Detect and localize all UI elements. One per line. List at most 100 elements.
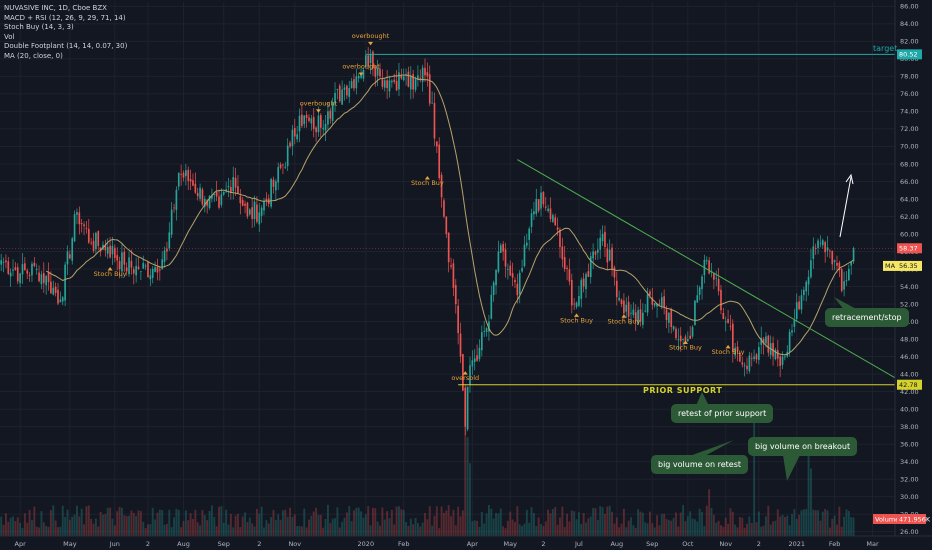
time-axis[interactable]: Apr May Jun 2 Aug Sep 2 Nov 2020 Feb Apr May 2 Jul Aug… (0, 535, 932, 550)
volume-bar (229, 514, 232, 536)
ma-price-tag: 56.35 (899, 262, 918, 270)
volume-bar (274, 520, 277, 536)
legend-indicator[interactable]: MACD + RSI (12, 26, 9, 29, 71, 14) (4, 13, 126, 22)
candle-body (343, 87, 346, 90)
candle-body (353, 79, 355, 89)
candle-body (492, 282, 495, 296)
candle-body (694, 300, 696, 326)
volume-bar (620, 523, 623, 536)
price-tick-label: 78.00 (900, 73, 919, 81)
candle-body (114, 247, 116, 258)
volume-bar (798, 514, 801, 536)
volume-bar (738, 517, 741, 536)
candle-body (246, 202, 249, 217)
candle-body (163, 250, 166, 262)
volume-bar (329, 523, 332, 536)
candle-body (561, 246, 564, 260)
candle-body (611, 247, 613, 269)
volume-bar (589, 516, 592, 536)
candle-body (417, 75, 419, 80)
time-tick-label: 2021 (788, 540, 805, 548)
candle-body (601, 233, 604, 242)
price-tick-label: 62.00 (900, 213, 919, 221)
volume-bar (241, 516, 244, 536)
volume-bar (163, 524, 166, 536)
candle-body (277, 167, 280, 183)
candle-body (130, 260, 133, 268)
volume-bar (291, 516, 294, 536)
volume-bar (83, 524, 86, 536)
volume-bar (684, 521, 687, 536)
volume-bar (362, 517, 365, 536)
candle-body (360, 75, 362, 78)
volume-label: Volume (875, 515, 899, 523)
candle-body (327, 111, 329, 125)
big-volume-retest-note: big volume on retest (651, 455, 749, 474)
price-axis[interactable]: 86.0084.0082.0080.0078.0076.0074.0072.00… (894, 0, 932, 550)
volume-bar (840, 526, 843, 536)
candle-body (111, 245, 114, 255)
volume-bar (353, 510, 355, 536)
candle-body (270, 179, 272, 207)
candle-body (391, 80, 393, 83)
candle-body (663, 296, 665, 307)
volume-bar (253, 526, 256, 536)
candle-body (542, 191, 545, 205)
volume-bar (111, 518, 114, 536)
volume-bar (736, 527, 739, 536)
buy-marker (107, 267, 113, 271)
volume-bar (192, 518, 194, 536)
volume-bar (371, 507, 374, 536)
candle-body (265, 198, 268, 201)
candle-body (116, 255, 119, 261)
candle-body (414, 79, 417, 90)
candle-body (28, 274, 31, 276)
candle-body (388, 80, 391, 92)
volume-bar (383, 519, 386, 536)
price-tick-label: 82.00 (900, 38, 919, 46)
price-tick-label: 50.00 (900, 318, 919, 326)
candle-body (691, 327, 694, 337)
legend-indicator[interactable]: Double Footplant (14, 14, 0.07, 30) (4, 42, 128, 51)
candle-body (192, 180, 194, 186)
candle-body (445, 216, 448, 234)
volume-bar (220, 506, 223, 536)
candle-body (696, 295, 699, 303)
candle-body (502, 243, 504, 252)
volume-bar (45, 525, 48, 536)
volume-bar (57, 527, 59, 536)
candle-body (743, 365, 746, 367)
candle-body (47, 272, 50, 283)
candle-body (781, 356, 784, 365)
legend-symbol[interactable]: NUVASIVE INC, 1D, Cboe BZX (4, 4, 107, 12)
volume-bar (215, 526, 218, 536)
volume-bar (686, 516, 689, 536)
volume-bar (802, 509, 805, 536)
volume-bar (38, 527, 41, 536)
candle-body (168, 232, 171, 249)
candle-body (701, 276, 703, 290)
volume-bar (137, 510, 140, 536)
legend-indicator[interactable]: Stoch Buy (14, 3, 3) (4, 23, 74, 32)
volume-bar (452, 509, 455, 536)
price-tick-label: 66.00 (900, 178, 919, 186)
legend-indicator[interactable]: Vol (4, 32, 15, 41)
time-tick-label: 2020 (358, 540, 375, 548)
volume-bar (33, 506, 36, 536)
candle-body (177, 172, 180, 187)
volume-bar (151, 507, 154, 536)
candle-body (196, 192, 199, 197)
time-tick-label: 2 (146, 540, 150, 548)
volume-bar (199, 525, 202, 536)
candle-body (57, 289, 59, 304)
candle-body (514, 280, 516, 283)
volume-bar (622, 508, 625, 536)
legend-indicator[interactable]: MA (20, close, 0) (4, 51, 63, 60)
candle-body (481, 332, 483, 351)
signal-label: overbought (352, 32, 390, 40)
candle-body (400, 75, 403, 79)
candle-body (713, 272, 715, 280)
volume-bar (281, 510, 284, 536)
target-price-tag: 80.52 (899, 51, 918, 59)
